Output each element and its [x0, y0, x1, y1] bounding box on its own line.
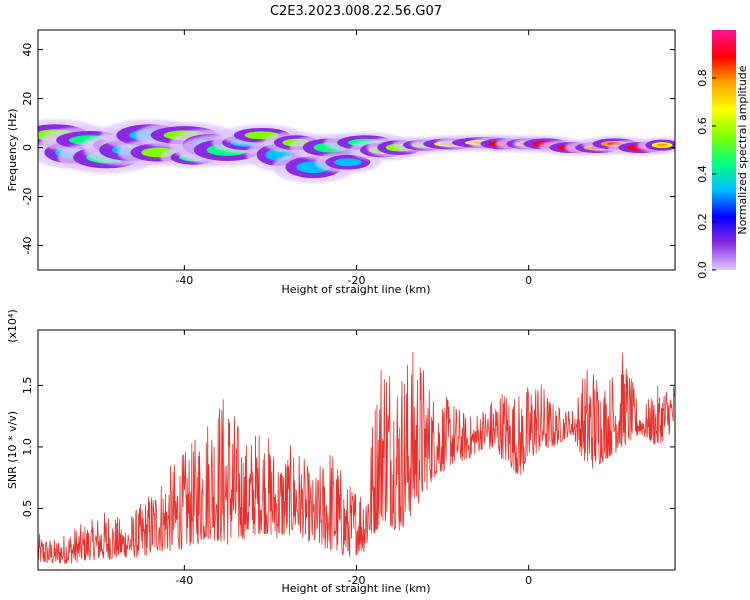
figure-title: C2E3.2023.008.22.56.G07 [270, 4, 442, 19]
colorbar-tick-label: 0.0 [696, 261, 709, 279]
spectrogram-blobs [38, 119, 675, 184]
x-tick-label: 0 [525, 274, 532, 287]
y-tick-label: 1.5 [21, 377, 34, 395]
colorbar-tick-label: 0.2 [696, 213, 709, 231]
snr-y-ticks: 0.5 1.0 1.5 [21, 377, 675, 518]
colorbar-tick-label: 0.8 [696, 69, 709, 87]
snr-y-multiplier: (x10⁴) [6, 309, 19, 343]
spectrogram-x-ticks: -40 -20 0 [175, 30, 532, 287]
snr-y-axis-label: SNR (10 * v/v) [6, 411, 19, 489]
colorbar: 0.0 0.2 0.4 0.6 0.8 Normalized spectral ampl… [696, 30, 749, 279]
spectral-blob [637, 137, 675, 154]
colorbar-label: Normalized spectral amplitude [736, 65, 749, 234]
y-tick-label: 0 [21, 144, 34, 151]
x-tick-label: -40 [175, 574, 193, 587]
x-tick-label: -40 [175, 274, 193, 287]
spectrogram-panel: -40 -20 0 -40 -20 0 20 40 Height of straight l… [6, 29, 676, 296]
y-tick-label: 1.0 [21, 438, 34, 456]
snr-panel: -40 -20 0 0.5 1.0 1.5 Height of straight lin… [6, 309, 676, 595]
colorbar-gradient [712, 30, 736, 270]
spectrogram-y-ticks: -40 -20 0 20 40 [21, 43, 675, 255]
snr-x-ticks: -40 -20 0 [175, 330, 532, 587]
spectral-blob-core [334, 158, 362, 167]
y-tick-label: -20 [21, 188, 34, 206]
snr-series-line [38, 352, 675, 564]
y-tick-label: 20 [21, 92, 34, 106]
y-tick-label: 40 [21, 43, 34, 57]
y-tick-label: 0.5 [21, 500, 34, 518]
snr-x-axis-label: Height of straight line (km) [281, 582, 430, 595]
colorbar-tick-label: 0.6 [696, 117, 709, 135]
x-tick-label: 0 [525, 574, 532, 587]
colorbar-tick-label: 0.4 [696, 165, 709, 183]
x-tick-label: -20 [348, 574, 366, 587]
spectrogram-y-axis-label: Frequency (Hz) [6, 109, 19, 192]
y-tick-label: -40 [21, 237, 34, 255]
spectrogram-x-axis-label: Height of straight line (km) [281, 283, 430, 296]
spectral-blob-peak [656, 143, 668, 147]
x-tick-label: -20 [348, 274, 366, 287]
colorbar-ticks: 0.0 0.2 0.4 0.6 0.8 [696, 69, 716, 279]
